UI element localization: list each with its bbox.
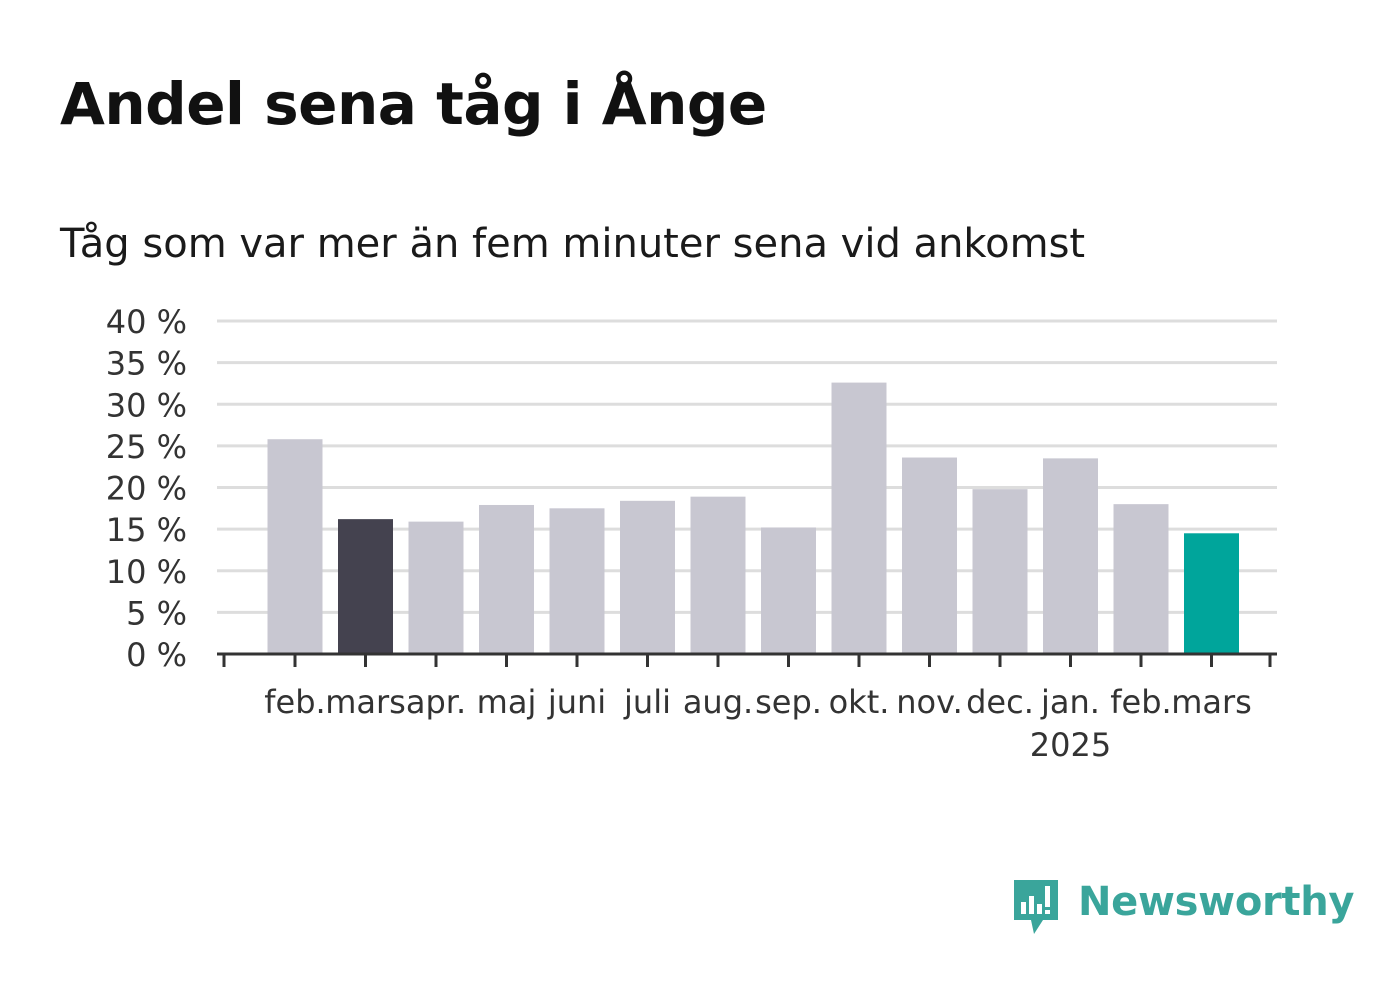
x-tick-label: feb.: [1110, 683, 1171, 721]
grid-lines: [217, 319, 1277, 614]
bar: [831, 382, 887, 654]
y-axis-labels: 0 % 5 %10 % 15 %20 % 25 % 30 %35 % 40 %: [106, 303, 187, 674]
newsworthy-logo: Newsworthy: [1010, 876, 1355, 940]
y-tick-label: 15 %: [106, 511, 187, 549]
x-axis-labels: feb. mars apr. maj juni juli aug. sep. okt. nov. d…: [264, 683, 1252, 764]
x-tick-label: sep.: [755, 683, 822, 721]
x-tick-label: maj: [477, 683, 537, 721]
y-tick-label: 20 %: [106, 470, 187, 508]
x-year-label: 2025: [1030, 726, 1111, 764]
newsworthy-logo-icon: [1014, 880, 1058, 934]
bar: [761, 527, 816, 654]
bar: [267, 439, 323, 654]
bar: [479, 504, 534, 654]
brand-name: Newsworthy: [1078, 879, 1355, 925]
y-tick-label: 40 %: [106, 303, 187, 341]
x-tick-label: mars: [325, 683, 406, 721]
x-tick-label: juni: [547, 683, 606, 721]
bar: [1113, 504, 1169, 654]
bar: [549, 508, 605, 654]
bar: [338, 519, 393, 654]
x-tick-label: mars: [1171, 683, 1252, 721]
y-tick-label: 0 %: [126, 636, 187, 674]
bar: [902, 457, 957, 654]
x-tick-label: apr.: [406, 683, 466, 721]
x-tick-label: dec.: [966, 683, 1034, 721]
x-tick-label: okt.: [829, 683, 890, 721]
y-tick-label: 30 %: [106, 386, 187, 424]
bars: [267, 382, 1239, 654]
chart-subtitle: Tåg som var mer än fem minuter sena vid …: [60, 221, 1086, 267]
x-tick-label: jan.: [1040, 683, 1100, 721]
x-tick-label: nov.: [896, 683, 962, 721]
x-tick-label: aug.: [683, 683, 753, 721]
x-tick-label: feb.: [264, 683, 325, 721]
y-tick-label: 25 %: [106, 428, 187, 466]
y-tick-label: 5 %: [126, 594, 187, 632]
bar: [1043, 458, 1098, 654]
x-axis: [217, 652, 1277, 667]
bar: [620, 500, 675, 654]
chart-title: Andel sena tåg i Ånge: [60, 70, 767, 138]
y-tick-label: 10 %: [106, 553, 187, 591]
bar: [690, 496, 746, 654]
bar: [972, 489, 1028, 654]
bar: [408, 521, 464, 654]
y-tick-label: 35 %: [106, 345, 187, 383]
x-tick-label: juli: [623, 683, 671, 721]
bar: [1184, 533, 1239, 654]
